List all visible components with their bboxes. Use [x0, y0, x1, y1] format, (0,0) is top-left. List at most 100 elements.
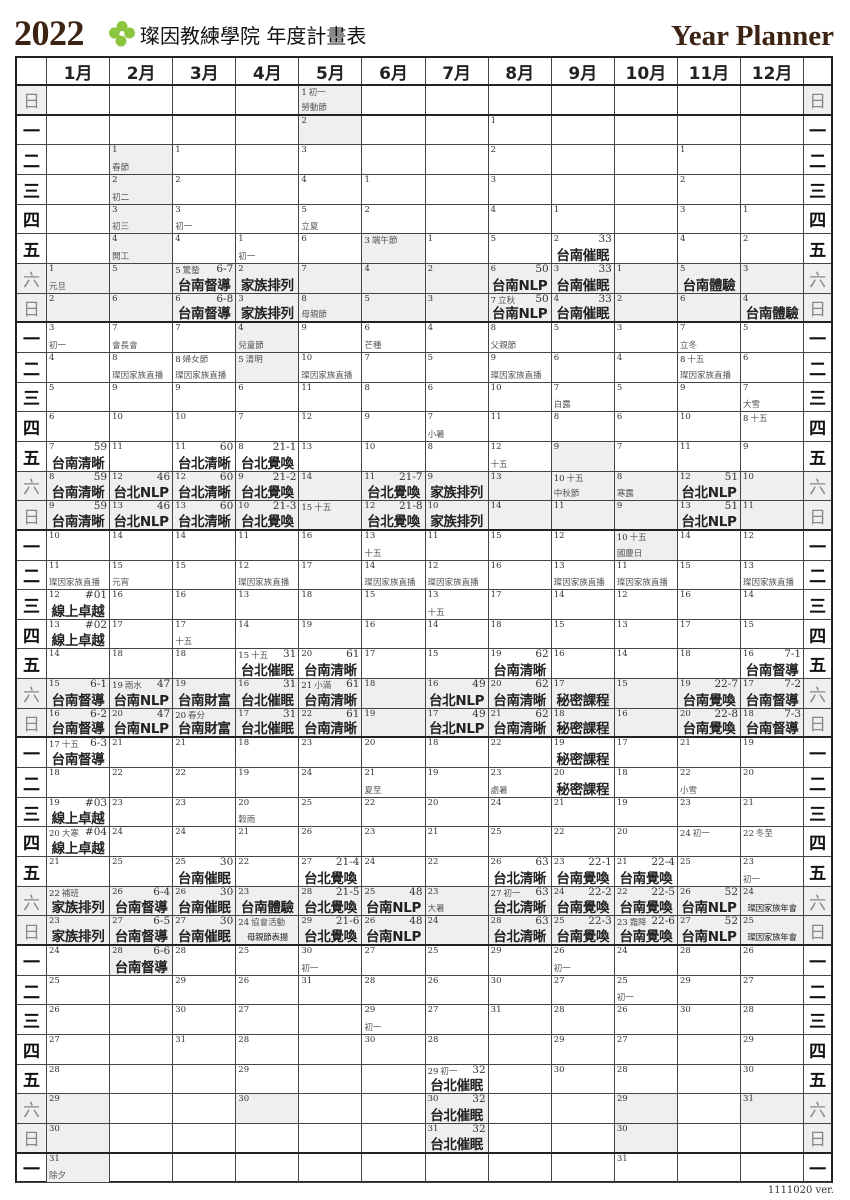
day-cell[interactable]: 2: [741, 234, 805, 263]
day-cell[interactable]: 11: [551, 501, 615, 529]
day-cell[interactable]: 19: [362, 708, 426, 737]
day-cell[interactable]: 30: [614, 1123, 678, 1152]
day-cell[interactable]: 12 璨因家族直播: [426, 560, 489, 590]
day-cell[interactable]: 31: [741, 1094, 805, 1123]
day-cell[interactable]: 4: [173, 234, 237, 263]
day-cell[interactable]: 13: [299, 441, 363, 471]
day-cell[interactable]: 25: [47, 975, 111, 1005]
day-cell[interactable]: 20 穀雨: [236, 797, 300, 827]
day-cell[interactable]: 20: [741, 768, 805, 797]
day-cell[interactable]: 14: [741, 590, 805, 619]
day-cell[interactable]: 13 十五: [362, 530, 426, 560]
day-cell[interactable]: 19 62 台南清晰: [489, 649, 552, 679]
day-cell[interactable]: 21 夏至: [362, 768, 426, 797]
day-cell[interactable]: 7 59 台南清晰: [47, 441, 111, 471]
day-cell[interactable]: 21: [236, 827, 300, 857]
day-cell[interactable]: 14: [173, 530, 237, 560]
day-cell[interactable]: 16: [678, 590, 742, 619]
day-cell[interactable]: 6: [47, 412, 111, 441]
day-cell[interactable]: 6: [110, 293, 174, 322]
day-cell[interactable]: 24 協會活動 母親節表揚: [236, 916, 300, 945]
day-cell[interactable]: 2: [489, 145, 552, 174]
day-cell[interactable]: 20 春分 台南財富: [173, 708, 237, 737]
day-cell[interactable]: 26: [426, 975, 489, 1005]
day-cell[interactable]: 29: [489, 946, 552, 975]
day-cell[interactable]: 9: [299, 323, 363, 352]
day-cell[interactable]: 1 初一: [236, 234, 300, 263]
day-cell[interactable]: 2 33 台南催眠: [552, 234, 615, 263]
day-cell[interactable]: 16 6-2 台南督導: [47, 708, 111, 737]
day-cell[interactable]: 27: [615, 1035, 678, 1064]
day-cell[interactable]: 5: [362, 293, 426, 322]
day-cell[interactable]: 22 補班 家族排列: [47, 886, 111, 916]
day-cell[interactable]: 9 璨因家族直播: [489, 352, 552, 382]
day-cell[interactable]: 24: [110, 827, 174, 857]
day-cell[interactable]: 25 30 台南催眠: [173, 857, 237, 886]
day-cell[interactable]: 16 31 台北催眠: [236, 679, 300, 708]
day-cell[interactable]: 12: [299, 412, 363, 441]
day-cell[interactable]: 16 49 台北NLP: [425, 679, 489, 708]
day-cell[interactable]: 2: [299, 115, 363, 145]
day-cell[interactable]: 1: [552, 204, 615, 234]
day-cell[interactable]: 18: [110, 649, 174, 679]
day-cell[interactable]: 2: [47, 293, 111, 322]
day-cell[interactable]: 8 婦女節 璨因家族直播: [173, 352, 237, 382]
day-cell[interactable]: 29: [173, 975, 237, 1005]
day-cell[interactable]: 10: [47, 530, 111, 560]
day-cell[interactable]: 21: [678, 738, 742, 768]
day-cell[interactable]: 31: [173, 1035, 237, 1064]
day-cell[interactable]: 27 30 台南催眠: [173, 916, 237, 945]
day-cell[interactable]: 7: [173, 323, 237, 352]
day-cell[interactable]: 24 22-2 台南覺喚: [551, 886, 615, 916]
day-cell[interactable]: 15 十五: [299, 501, 363, 529]
day-cell[interactable]: 5: [110, 263, 174, 293]
day-cell[interactable]: 28: [426, 1035, 489, 1064]
day-cell[interactable]: 26 初一: [552, 946, 615, 975]
day-cell[interactable]: 26: [299, 827, 363, 857]
day-cell[interactable]: 7: [236, 412, 300, 441]
day-cell[interactable]: 10: [173, 412, 237, 441]
day-cell[interactable]: 8 十五: [741, 412, 805, 441]
day-cell[interactable]: 29: [552, 1035, 615, 1064]
day-cell[interactable]: 21: [741, 797, 805, 827]
day-cell[interactable]: 19: [741, 738, 805, 768]
day-cell[interactable]: 7: [299, 263, 363, 293]
day-cell[interactable]: 19 台南財富: [173, 679, 237, 708]
day-cell[interactable]: 30 初一: [299, 946, 363, 975]
day-cell[interactable]: 23: [678, 797, 742, 827]
day-cell[interactable]: 10: [678, 412, 742, 441]
day-cell[interactable]: 14: [110, 530, 174, 560]
day-cell[interactable]: 7 會長會: [110, 323, 174, 352]
day-cell[interactable]: 22: [110, 768, 174, 797]
day-cell[interactable]: 2: [678, 174, 742, 204]
day-cell[interactable]: 21 22-4 台南覺喚: [615, 857, 678, 886]
day-cell[interactable]: 11: [489, 412, 552, 441]
day-cell[interactable]: 23: [110, 797, 174, 827]
day-cell[interactable]: 15: [489, 530, 552, 560]
day-cell[interactable]: 11 璨因家族直播: [47, 560, 111, 590]
day-cell[interactable]: 27: [426, 1005, 489, 1034]
day-cell[interactable]: 24: [425, 916, 489, 945]
day-cell[interactable]: 23 台南體驗: [236, 886, 300, 916]
day-cell[interactable]: 7: [615, 441, 678, 471]
day-cell[interactable]: 25 48 台南NLP: [362, 886, 426, 916]
day-cell[interactable]: 27: [47, 1035, 111, 1064]
day-cell[interactable]: 16: [362, 619, 426, 649]
day-cell[interactable]: 4: [678, 234, 742, 263]
day-cell[interactable]: 30: [678, 1005, 742, 1034]
day-cell[interactable]: 17: [678, 619, 742, 649]
day-cell[interactable]: 26 30 台南催眠: [173, 886, 237, 916]
day-cell[interactable]: 27 6-5 台南督導: [110, 916, 174, 945]
day-cell[interactable]: 17 31 台北催眠: [236, 708, 300, 737]
day-cell[interactable]: 22 22-5 台南覺喚: [614, 886, 678, 916]
day-cell[interactable]: 17: [489, 590, 552, 619]
day-cell[interactable]: 11: [678, 441, 742, 471]
day-cell[interactable]: 22 61 台南清晰: [299, 708, 363, 737]
day-cell[interactable]: 10 21-3 台北覺喚: [236, 501, 300, 529]
day-cell[interactable]: 5: [426, 352, 489, 382]
day-cell[interactable]: 27: [362, 946, 426, 975]
day-cell[interactable]: 5: [489, 234, 552, 263]
day-cell[interactable]: 31 除夕: [47, 1153, 111, 1183]
day-cell[interactable]: 1 春節: [110, 145, 174, 174]
day-cell[interactable]: 31: [615, 1153, 678, 1183]
